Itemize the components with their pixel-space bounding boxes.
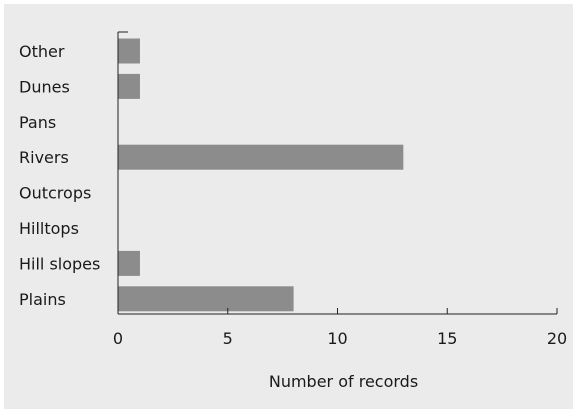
bars-group (118, 38, 404, 312)
chart-panel: Other Dunes Pans Rivers Outcrops Hilltops Hill… (4, 4, 573, 409)
x-tick-label-10: 10 (327, 329, 347, 348)
bar-hill-slopes (118, 250, 140, 276)
x-tick-labels-group: 0 5 10 15 20 (113, 329, 567, 348)
x-tick-label-20: 20 (547, 329, 567, 348)
category-label-outcrops: Outcrops (19, 184, 91, 203)
bar-other (118, 38, 140, 64)
category-label-rivers: Rivers (19, 148, 69, 167)
category-label-hilltops: Hilltops (19, 219, 79, 238)
x-tick-label-15: 15 (437, 329, 457, 348)
category-label-dunes: Dunes (19, 77, 70, 96)
x-tick-label-5: 5 (223, 329, 233, 348)
bar-plains (118, 286, 294, 312)
bar-rivers (118, 144, 404, 170)
category-label-plains: Plains (19, 290, 66, 309)
category-label-other: Other (19, 42, 65, 61)
x-axis-label: Number of records (269, 372, 418, 391)
category-labels-group: Other Dunes Pans Rivers Outcrops Hilltops Hill… (19, 42, 100, 309)
category-label-pans: Pans (19, 113, 56, 132)
bar-dunes (118, 73, 140, 99)
axes-group (117, 31, 558, 315)
category-label-hill-slopes: Hill slopes (19, 254, 100, 273)
bar-chart: Other Dunes Pans Rivers Outcrops Hilltops Hill… (19, 31, 567, 391)
x-tick-label-0: 0 (113, 329, 123, 348)
